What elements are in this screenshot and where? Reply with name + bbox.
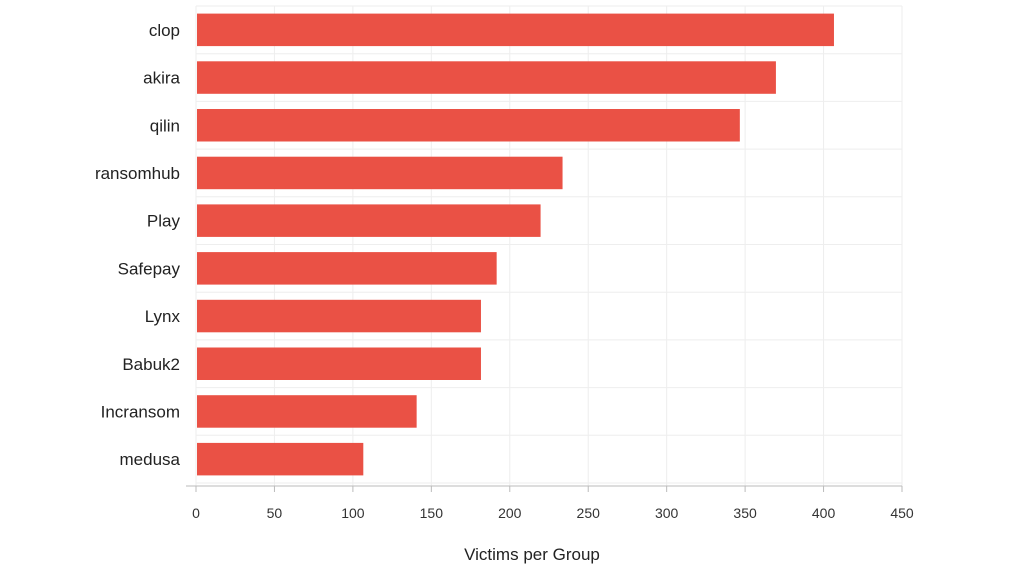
category-label: akira: [143, 69, 180, 88]
category-label: Babuk2: [122, 355, 180, 374]
bar-medusa: [197, 442, 364, 476]
category-label: Play: [147, 212, 181, 231]
bar-akira: [197, 61, 776, 94]
bars: [197, 13, 834, 476]
x-axis-ticks: 0 50 100 150 200 250 300 350 400 450: [186, 485, 914, 521]
bar-safepay: [197, 252, 497, 285]
bar-incransom: [197, 395, 417, 428]
bar-lynx: [197, 299, 481, 333]
category-label: Safepay: [118, 259, 181, 278]
bar-babuk2: [197, 347, 481, 380]
category-label: Incransom: [101, 402, 180, 421]
x-tick-label: 300: [655, 505, 679, 521]
x-axis-title: Victims per Group: [464, 545, 600, 564]
x-tick-label: 450: [890, 505, 914, 521]
x-tick-label: 50: [267, 505, 283, 521]
category-label: ransomhub: [95, 164, 180, 183]
x-tick-label: 250: [577, 505, 601, 521]
category-label: Lynx: [145, 307, 181, 326]
x-tick-label: 100: [341, 505, 365, 521]
x-tick-label: 400: [812, 505, 836, 521]
x-tick-label: 350: [733, 505, 757, 521]
category-label: qilin: [150, 116, 180, 135]
x-tick-label: 0: [192, 505, 200, 521]
bar-qilin: [197, 109, 740, 142]
category-label: medusa: [120, 450, 181, 469]
x-tick-label: 150: [420, 505, 444, 521]
bar-play: [197, 204, 541, 237]
category-labels: clop akira qilin ransomhub Play Safepay Lynx Ba…: [95, 21, 181, 469]
bar-clop: [197, 13, 834, 47]
bar-ransomhub: [197, 156, 563, 190]
x-tick-label: 200: [498, 505, 522, 521]
category-label: clop: [149, 21, 180, 40]
